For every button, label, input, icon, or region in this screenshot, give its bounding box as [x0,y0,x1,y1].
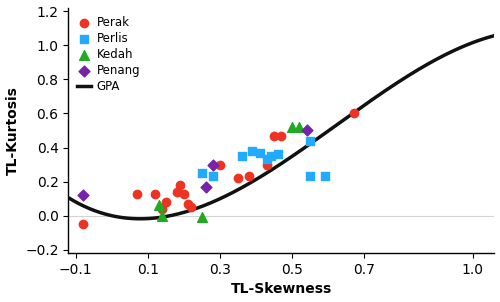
Perlis [209,174,217,179]
Perak [245,174,253,179]
Kedah [154,203,162,208]
X-axis label: TL-Skewness: TL-Skewness [231,282,332,297]
Kedah [158,213,166,218]
Perak [216,162,224,167]
Y-axis label: TL-Kurtosis: TL-Kurtosis [6,86,20,175]
Perlis [320,174,328,179]
Perlis [263,157,271,162]
Perak [158,207,166,211]
Kedah [296,125,304,130]
Perak [234,176,242,181]
Kedah [288,125,296,130]
Legend: Perak, Perlis, Kedah, Penang, GPA: Perak, Perlis, Kedah, Penang, GPA [72,11,145,98]
Perlis [266,154,274,159]
Perak [133,191,141,196]
Kedah [198,215,206,220]
Perak [184,201,192,206]
Perak [263,162,271,167]
Perlis [274,152,282,157]
Perak [350,111,358,116]
Penang [302,128,310,133]
Perlis [306,174,314,179]
Perlis [198,171,206,175]
Penang [202,184,209,189]
Perlis [306,138,314,143]
Penang [79,193,87,198]
Perak [79,222,87,226]
Perlis [238,154,246,159]
Perak [278,133,285,138]
Penang [209,162,217,167]
Perak [162,200,170,204]
Perak [151,191,159,196]
Perak [180,191,188,196]
Perlis [256,150,264,155]
Perak [187,205,195,210]
Perak [270,133,278,138]
Perak [172,189,180,194]
Perak [176,183,184,188]
Perlis [248,149,256,153]
